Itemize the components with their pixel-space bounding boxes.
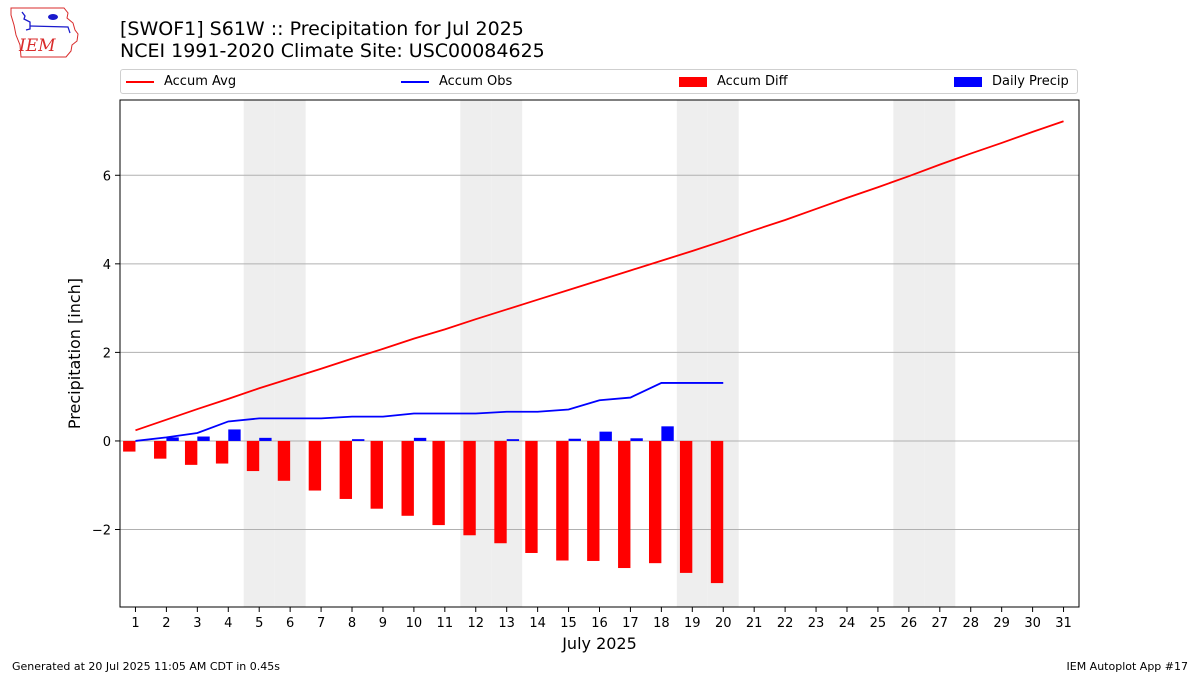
bar-daily-precip (506, 439, 520, 441)
x-tick-label: 4 (224, 616, 232, 631)
x-tick-label: 29 (993, 616, 1010, 631)
legend-item-accum-obs: Accum Obs (401, 73, 512, 91)
bar-daily-precip (413, 437, 427, 441)
x-tick-label: 6 (286, 616, 294, 631)
legend-item-accum-avg: Accum Avg (126, 73, 236, 91)
x-tick-label: 12 (467, 616, 484, 631)
bar-daily-precip (352, 439, 365, 441)
legend-label: Daily Precip (992, 74, 1069, 89)
x-tick-label: 2 (162, 616, 170, 631)
bar-daily-precip (228, 429, 241, 441)
bar-daily-precip (630, 438, 643, 441)
legend-item-daily-precip: Daily Precip (954, 73, 1069, 91)
bar-accum-diff (370, 440, 383, 509)
dish-icon (48, 14, 58, 20)
logo-text: IEM (18, 36, 56, 56)
bar-accum-diff (339, 440, 353, 499)
bar-accum-diff (556, 440, 569, 561)
bar-accum-diff (184, 440, 198, 465)
x-tick-label: 1 (131, 616, 139, 631)
x-tick-label: 21 (746, 616, 763, 631)
bar-daily-precip (259, 437, 272, 441)
y-tick-label: 2 (103, 346, 111, 361)
x-tick-label: 3 (193, 616, 201, 631)
bar-accum-diff (123, 440, 136, 452)
bar-daily-precip (568, 438, 581, 441)
x-tick-label: 31 (1055, 616, 1072, 631)
x-tick-label: 28 (962, 616, 979, 631)
x-tick-label: 26 (901, 616, 918, 631)
x-tick-label: 10 (406, 616, 423, 631)
bar-daily-precip (197, 436, 210, 441)
bar-accum-diff (679, 440, 693, 573)
y-tick-label: 0 (103, 435, 111, 450)
y-axis-label: Precipitation [inch] (65, 278, 84, 429)
x-tick-label: 22 (777, 616, 794, 631)
x-tick-label: 9 (379, 616, 387, 631)
x-tick-label: 17 (622, 616, 639, 631)
bar-accum-diff (587, 440, 600, 561)
weekend-shade (274, 100, 306, 607)
iem-logo: IEM (10, 7, 79, 58)
chart-subtitle: NCEI 1991-2020 Climate Site: USC00084625 (120, 40, 545, 62)
legend-label: Accum Diff (717, 74, 788, 89)
bar-accum-diff (246, 440, 260, 472)
x-tick-label: 14 (529, 616, 546, 631)
antenna-icon (21, 11, 31, 31)
x-tick-label: 24 (839, 616, 856, 631)
x-tick-label: 25 (870, 616, 887, 631)
x-tick-label: 13 (498, 616, 515, 631)
bar-accum-diff (710, 440, 724, 584)
x-tick-label: 23 (808, 616, 825, 631)
line-accum-avg (135, 120, 1064, 432)
legend-swatch (954, 76, 982, 87)
x-tick-label: 8 (348, 616, 356, 631)
x-tick-label: 20 (715, 616, 732, 631)
bar-accum-diff (525, 440, 538, 553)
weekend-shade (243, 100, 275, 607)
legend-label: Accum Avg (164, 74, 237, 89)
bar-accum-diff (154, 440, 167, 459)
legend-swatch (679, 76, 707, 87)
line-accum-obs (135, 382, 724, 442)
bar-accum-diff (648, 440, 662, 564)
x-tick-label: 5 (255, 616, 263, 631)
footer-generated: Generated at 20 Jul 2025 11:05 AM CDT in… (12, 660, 280, 673)
x-tick-label: 30 (1024, 616, 1041, 631)
footer-app-label: IEM Autoplot App #17 (1066, 660, 1189, 673)
x-tick-label: 18 (653, 616, 670, 631)
x-tick-label: 11 (437, 616, 454, 631)
bar-daily-precip (599, 431, 612, 441)
bar-accum-diff (277, 440, 291, 481)
line-icon (29, 25, 71, 34)
y-tick-label: 6 (103, 169, 111, 184)
bar-accum-diff (432, 440, 445, 526)
x-tick-label: 16 (591, 616, 608, 631)
y-tick-label: −2 (92, 524, 111, 539)
bar-accum-diff (494, 440, 507, 544)
x-tick-label: 7 (317, 616, 325, 631)
legend-item-accum-diff: Accum Diff (679, 73, 788, 91)
bar-accum-diff (618, 440, 631, 569)
legend-swatch (401, 80, 429, 83)
bar-accum-diff (215, 440, 229, 464)
bar-accum-diff (463, 440, 476, 536)
chart-title: [SWOF1] S61W :: Precipitation for Jul 20… (120, 18, 524, 40)
weekend-shade (924, 100, 956, 607)
legend-swatch (126, 80, 154, 83)
bar-daily-precip (661, 426, 674, 441)
bar-accum-diff (401, 440, 414, 516)
y-tick-label: 4 (103, 258, 111, 273)
x-axis-label: July 2025 (561, 634, 637, 653)
x-tick-label: 27 (932, 616, 949, 631)
bar-daily-precip (166, 437, 179, 441)
x-tick-label: 19 (684, 616, 701, 631)
x-tick-label: 15 (560, 616, 577, 631)
legend-label: Accum Obs (439, 74, 513, 89)
weekend-shade (893, 100, 925, 607)
chart-legend: Accum Avg Accum Obs Accum Diff Daily Pre… (120, 69, 1078, 94)
bar-accum-diff (308, 440, 322, 491)
